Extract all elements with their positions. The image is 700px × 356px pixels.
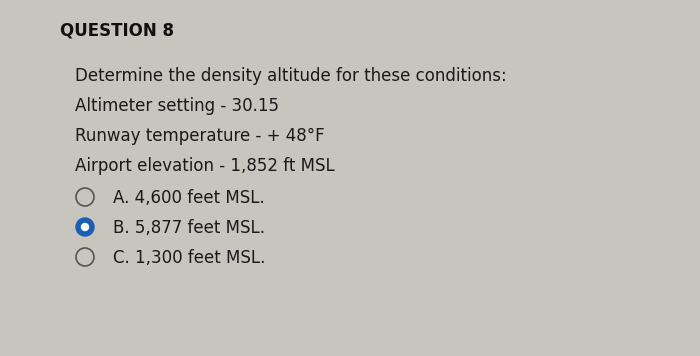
Text: C. 1,300 feet MSL.: C. 1,300 feet MSL. <box>113 249 265 267</box>
Circle shape <box>76 218 94 236</box>
Text: Altimeter setting - 30.15: Altimeter setting - 30.15 <box>75 97 279 115</box>
Text: Determine the density altitude for these conditions:: Determine the density altitude for these… <box>75 67 507 85</box>
Text: Airport elevation - 1,852 ft MSL: Airport elevation - 1,852 ft MSL <box>75 157 335 175</box>
Text: A. 4,600 feet MSL.: A. 4,600 feet MSL. <box>113 189 265 207</box>
Circle shape <box>81 224 88 230</box>
Text: B. 5,877 feet MSL.: B. 5,877 feet MSL. <box>113 219 265 237</box>
Text: QUESTION 8: QUESTION 8 <box>60 22 174 40</box>
Text: Runway temperature - + 48°F: Runway temperature - + 48°F <box>75 127 325 145</box>
